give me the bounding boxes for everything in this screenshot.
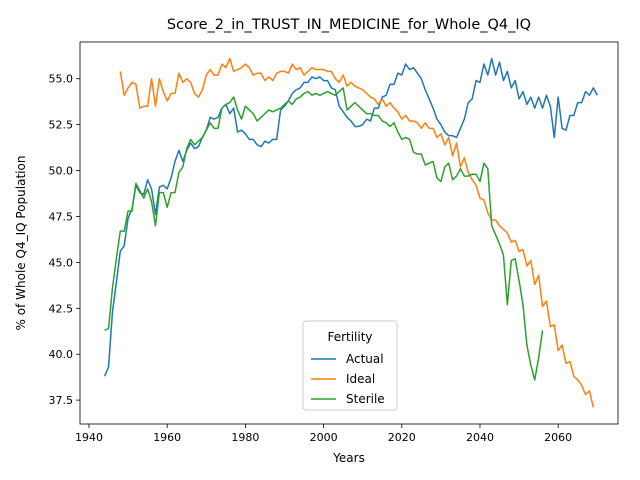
legend-label-ideal: Ideal [346,372,375,386]
x-axis-label: Years [332,451,365,465]
x-axis: 1940 1960 1980 2000 2020 2040 2060 [75,424,572,444]
y-tick-label: 47.5 [49,210,74,223]
series-line-sterile [104,87,544,381]
y-tick-label: 45.0 [49,256,74,269]
legend-box [302,320,398,411]
x-tick-label: 2040 [466,431,494,444]
y-tick-label: 50.0 [49,165,74,178]
y-axis: 37.5 40.0 42.5 45.0 47.5 50.0 52.5 55.0 [49,73,80,407]
y-tick-label: 37.5 [49,394,74,407]
x-tick-label: 2000 [310,431,338,444]
x-tick-label: 2060 [544,431,572,444]
series-line-ideal [119,57,595,408]
x-tick-label: 1960 [153,431,181,444]
plot-frame [79,41,619,425]
legend-label-sterile: Sterile [346,392,385,406]
legend-label-actual: Actual [346,352,384,366]
series-lines [103,57,598,408]
legend-title: Fertility [327,330,372,344]
y-tick-label: 55.0 [49,73,74,86]
legend: Fertility Actual Ideal Sterile [302,320,398,411]
x-tick-label: 1940 [75,431,103,444]
y-tick-label: 42.5 [49,302,74,315]
plot-area [79,41,619,425]
y-tick-label: 52.5 [49,119,74,132]
y-axis-label: % of Whole Q4_IQ Population [14,156,28,331]
y-tick-label: 40.0 [49,348,74,361]
chart-title: Score_2_in_TRUST_IN_MEDICINE_for_Whole_Q… [167,17,531,33]
x-tick-label: 1980 [231,431,259,444]
x-tick-label: 2020 [388,431,416,444]
